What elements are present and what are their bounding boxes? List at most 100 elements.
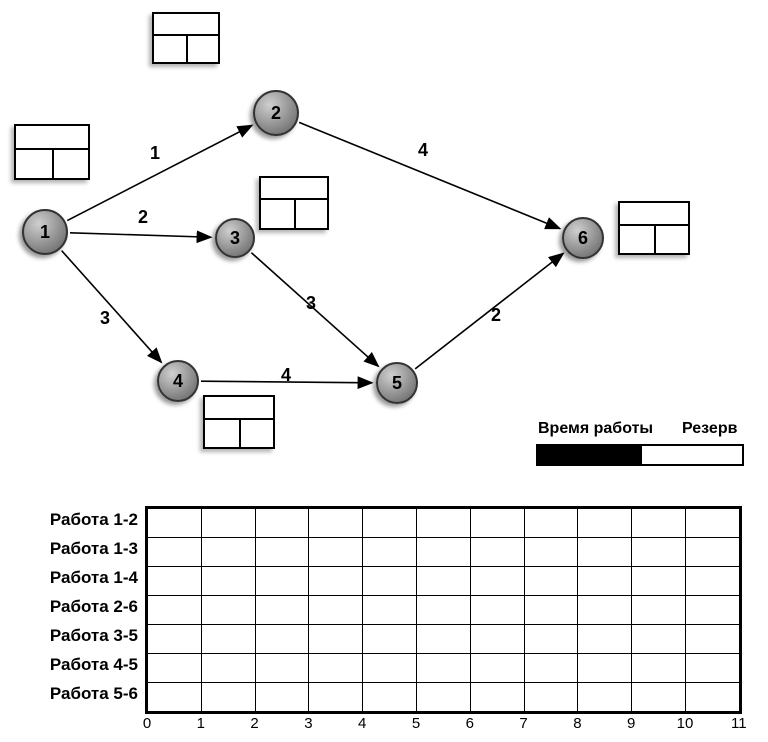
gantt-cell [148, 596, 202, 625]
gantt-cell [363, 654, 417, 683]
gantt-cell [363, 538, 417, 567]
gantt-cell [578, 509, 632, 538]
gantt-tick-7: 7 [514, 715, 534, 732]
edge-label-2-6: 4 [418, 140, 428, 161]
gantt-cell [685, 596, 739, 625]
gantt-row-label-0: Работа 1-2 [23, 510, 138, 530]
edge-1-2 [67, 125, 252, 220]
gantt-cell [578, 683, 632, 712]
edge-label-5-6: 2 [491, 305, 501, 326]
node-3: 3 [215, 218, 255, 258]
gantt-cell [148, 683, 202, 712]
gantt-cell [524, 654, 578, 683]
gantt-tick-0: 0 [137, 715, 157, 732]
gantt-tick-3: 3 [298, 715, 318, 732]
gantt-cell [470, 509, 524, 538]
legend-bar [536, 444, 744, 466]
gantt-cell [201, 654, 255, 683]
gantt-cell [416, 509, 470, 538]
mini-table-2 [259, 176, 329, 230]
gantt-row-label-6: Работа 5-6 [23, 684, 138, 704]
gantt-cell [685, 654, 739, 683]
gantt-cell [416, 538, 470, 567]
gantt-cell [632, 567, 686, 596]
gantt-cell [363, 509, 417, 538]
gantt-cell [416, 625, 470, 654]
edge-label-1-3: 2 [138, 207, 148, 228]
edge-1-3 [70, 233, 211, 237]
gantt-cell [578, 567, 632, 596]
gantt-cell [578, 625, 632, 654]
gantt-tick-4: 4 [352, 715, 372, 732]
gantt-cell [524, 538, 578, 567]
gantt-cell [201, 683, 255, 712]
gantt-cell [470, 683, 524, 712]
gantt-cell [309, 596, 363, 625]
gantt-cell [578, 538, 632, 567]
edge-label-4-5: 4 [281, 365, 291, 386]
gantt-cell [148, 567, 202, 596]
edge-label-3-5: 3 [306, 293, 316, 314]
gantt-cell [524, 683, 578, 712]
gantt-cell [255, 625, 309, 654]
gantt-cell [524, 596, 578, 625]
gantt-cell [148, 509, 202, 538]
gantt-row-label-1: Работа 1-3 [23, 539, 138, 559]
gantt-cell [255, 683, 309, 712]
gantt-cell [363, 625, 417, 654]
gantt-tick-9: 9 [621, 715, 641, 732]
gantt-cell [470, 596, 524, 625]
gantt-cell [255, 509, 309, 538]
gantt-cell [201, 625, 255, 654]
gantt-cell [309, 538, 363, 567]
gantt-cell [255, 567, 309, 596]
gantt-cell [201, 509, 255, 538]
gantt-grid [145, 506, 742, 714]
gantt-row-label-4: Работа 3-5 [23, 626, 138, 646]
mini-table-4 [203, 395, 275, 449]
gantt-cell [309, 509, 363, 538]
gantt-cell [470, 538, 524, 567]
gantt-cell [148, 625, 202, 654]
edge-5-6 [415, 253, 563, 368]
gantt-cell [632, 596, 686, 625]
gantt-cell [524, 567, 578, 596]
gantt-cell [201, 538, 255, 567]
node-4: 4 [157, 360, 199, 402]
edge-1-4 [62, 251, 162, 363]
gantt-cell [578, 596, 632, 625]
legend-fill [538, 446, 642, 464]
node-5: 5 [376, 362, 418, 404]
legend-reserve-label: Резерв [682, 420, 737, 438]
mini-table-1 [14, 124, 90, 180]
gantt-cell [685, 509, 739, 538]
gantt-cell [309, 683, 363, 712]
gantt-tick-1: 1 [191, 715, 211, 732]
edge-2-6 [299, 122, 560, 228]
gantt-row-label-2: Работа 1-4 [23, 568, 138, 588]
gantt-cell [685, 567, 739, 596]
node-6: 6 [562, 217, 604, 259]
gantt-cell [416, 567, 470, 596]
gantt-cell [309, 625, 363, 654]
gantt-cell [309, 654, 363, 683]
gantt-cell [470, 567, 524, 596]
gantt-cell [201, 567, 255, 596]
gantt-tick-2: 2 [245, 715, 265, 732]
gantt-cell [148, 654, 202, 683]
node-1: 1 [22, 209, 68, 255]
gantt-cell [632, 683, 686, 712]
gantt-cell [632, 654, 686, 683]
gantt-cell [201, 596, 255, 625]
edge-label-1-4: 3 [100, 308, 110, 329]
gantt-tick-6: 6 [460, 715, 480, 732]
gantt-cell [309, 567, 363, 596]
gantt-cell [632, 509, 686, 538]
gantt-cell [685, 625, 739, 654]
gantt-cell [524, 509, 578, 538]
gantt-cell [470, 625, 524, 654]
legend-work-label: Время работы [538, 420, 653, 438]
mini-table-3 [618, 201, 690, 255]
gantt-cell [524, 625, 578, 654]
mini-table-0 [152, 12, 220, 64]
